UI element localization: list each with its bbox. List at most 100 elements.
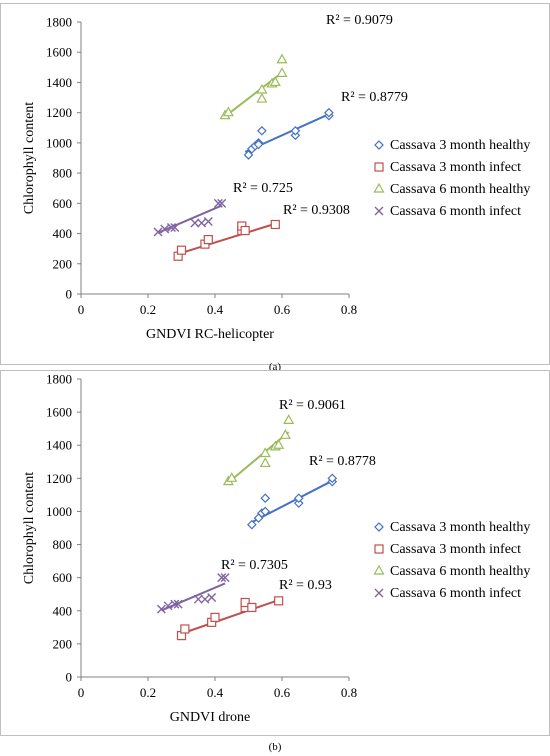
r2-label: R² = 0.8778 [309,454,376,469]
data-point [247,519,257,530]
data-point [293,493,304,504]
y-tick-label: 1400 [46,75,72,90]
r2-label: R² = 0.93 [279,578,332,593]
data-point [166,223,176,233]
series-group [222,414,295,486]
legend-marker [374,162,384,172]
y-tick-label: 1200 [46,471,72,486]
data-point [276,67,288,77]
legend-label: Cassava 6 month infect [390,204,521,219]
data-point [217,573,227,583]
chart-panel-a: 0 200 400 600 800 1000 1200 1400 1600 1800 0 0.2 0.4… [0,3,550,365]
chart-panel-b: 0 200 400 600 800 1000 1200 1400 1600 1800 0 0.2 0.4… [0,370,550,736]
r2-label: R² = 0.9079 [326,13,393,28]
y-tick-label: 0 [66,287,73,302]
x-tick-label: 0.4 [207,685,224,700]
y-tick-label: 1400 [46,438,72,453]
y-tick-label: 1000 [46,135,72,150]
data-point [156,604,166,614]
legend-marker [374,206,384,216]
y-tick-label: 1000 [46,504,72,519]
data-point [257,125,267,136]
legend-label: Cassava 3 month healthy [390,520,530,535]
data-point [260,506,271,517]
x-tick-label: 0.2 [140,302,156,317]
series-group [173,219,280,261]
data-point [170,599,180,609]
data-point [247,602,257,613]
data-point [207,593,217,603]
y-tick-label: 1800 [46,15,72,30]
series-group [156,573,230,614]
data-point [213,198,223,208]
chart-b-svg: 0 200 400 600 800 1000 1200 1400 1600 1800 0 0.2 0.4… [22,372,530,726]
x-tick-label: 0.6 [274,302,291,317]
r2-label: R² = 0.9061 [279,398,346,413]
y-tick-label: 400 [53,226,73,241]
x-tick-label: 0.6 [274,685,291,700]
data-point [256,92,268,103]
series-group [153,198,227,237]
y-tick-label: 0 [66,670,73,685]
r2-label: R² = 0.725 [233,181,293,196]
r2-label: R² = 0.9308 [283,203,350,218]
caption-b: (b) [268,741,282,753]
y-tick-label: 800 [53,537,73,552]
y-tick-label: 1200 [46,105,72,120]
legend: Cassava 3 month healthy Cassava 3 month i… [373,138,530,219]
y-tick-label: 1800 [46,372,72,387]
x-tick-label: 0 [78,685,85,700]
legend-label: Cassava 3 month healthy [390,138,530,153]
legend-marker [374,522,384,532]
data-point [240,597,250,608]
data-point [259,447,271,458]
data-point [180,624,190,634]
y-tick-label: 400 [53,603,73,618]
data-point [153,227,163,237]
data-point [190,218,200,228]
r2-label: R² = 0.8779 [341,90,408,105]
trendline [161,582,226,612]
data-point [240,225,250,236]
legend-marker [374,140,384,150]
data-point [327,473,338,484]
x-axis-title: GNDVI drone [170,710,250,725]
data-point [176,245,187,255]
x-tick-label: 0.8 [341,685,357,700]
legend-label: Cassava 6 month healthy [390,182,530,197]
y-tick-label: 600 [53,196,73,211]
x-tick-label: 0.2 [140,685,156,700]
data-point [274,596,284,606]
legend-label: Cassava 6 month infect [390,586,521,601]
y-tick-label: 1600 [46,45,72,60]
y-axis-title: Chlorophyll content [22,102,37,214]
data-point [197,218,207,228]
series-group [176,596,284,641]
r2-label: R² = 0.7305 [221,558,288,573]
data-point [269,76,281,87]
data-point [226,472,238,482]
data-point [217,198,227,208]
y-axis-title: Chlorophyll content [22,472,37,584]
x-tick-label: 0.4 [207,302,224,317]
data-point [324,107,334,118]
series-group [247,473,338,530]
data-point [253,139,264,150]
chart-a-svg: 0 200 400 600 800 1000 1200 1400 1600 1800 0 0.2 0.4… [22,13,530,342]
legend-marker [373,182,385,193]
data-point [256,83,268,94]
y-tick-label: 600 [53,570,73,585]
trendline [177,222,276,255]
data-point [260,493,271,504]
data-point [220,573,230,583]
trendline [227,431,290,484]
legend-label: Cassava 3 month infect [390,160,521,175]
legend-label: Cassava 6 month healthy [390,564,530,579]
data-point [160,224,170,234]
data-point [203,216,213,226]
data-point [279,429,291,439]
y-tick-label: 200 [53,256,73,271]
x-tick-label: 0 [78,302,85,317]
legend-marker [373,564,385,575]
data-point [193,594,203,604]
